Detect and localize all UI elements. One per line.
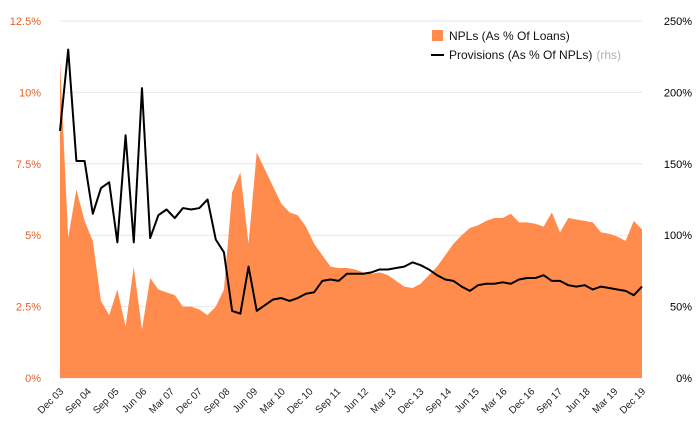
legend-provisions-text: Provisions (As % Of NPLs) (449, 48, 592, 62)
left-tick-label: 0% (25, 373, 41, 385)
x-tick-label: Jun 06 (120, 386, 149, 415)
left-tick-label: 5% (25, 230, 41, 242)
x-tick-label: Sep 14 (424, 386, 454, 416)
x-tick-label: Mar 13 (369, 386, 399, 416)
x-tick-label: Mar 07 (147, 386, 177, 416)
x-tick-label: Mar 10 (258, 386, 288, 416)
npl-area (60, 60, 642, 378)
x-tick-label: Dec 16 (507, 386, 537, 416)
legend-npl-swatch (432, 30, 443, 41)
provisions-line (59, 48, 643, 315)
x-tick-label: Mar 19 (591, 386, 621, 416)
x-tick-label: Sep 04 (64, 386, 94, 416)
right-tick-label: 200% (664, 87, 692, 99)
x-tick-label: Dec 19 (618, 386, 648, 416)
x-tick-label: Dec 07 (175, 386, 205, 416)
right-axis: 0% 50% 100% 150% 200% 250% (664, 16, 692, 385)
legend-provisions-suffix: (rhs) (596, 48, 621, 62)
x-tick-label: Sep 05 (91, 386, 121, 416)
x-tick-label: Jun 18 (564, 386, 593, 415)
left-tick-label: 2.5% (16, 302, 41, 314)
x-tick-label: Sep 08 (202, 386, 232, 416)
x-tick-label: Sep 11 (314, 386, 344, 416)
x-tick-label: Dec 10 (285, 386, 315, 416)
left-tick-label: 7.5% (16, 159, 41, 171)
right-tick-label: 150% (664, 159, 692, 171)
right-tick-label: 0% (676, 373, 692, 385)
x-tick-label: Sep 17 (535, 386, 565, 416)
left-axis: 0% 2.5% 5% 7.5% 10% 12.5% (10, 16, 41, 385)
x-tick-label: Dec 03 (36, 386, 66, 416)
left-tick-label: 12.5% (10, 16, 41, 28)
legend-npl-label: NPLs (As % Of Loans) (449, 29, 570, 43)
x-tick-label: Dec 13 (396, 386, 426, 416)
legend-provisions-label: Provisions (As % Of NPLs) (rhs) (449, 48, 621, 62)
x-tick-label: Jun 09 (231, 386, 260, 415)
right-tick-label: 50% (670, 302, 692, 314)
legend: NPLs (As % Of Loans) Provisions (As % Of… (431, 29, 621, 62)
left-tick-label: 10% (19, 87, 41, 99)
right-tick-label: 250% (664, 16, 692, 28)
x-tick-label: Jun 12 (342, 386, 371, 415)
x-tick-label: Jun 15 (453, 386, 482, 415)
right-tick-label: 100% (664, 230, 692, 242)
x-tick-label: Mar 16 (480, 386, 510, 416)
